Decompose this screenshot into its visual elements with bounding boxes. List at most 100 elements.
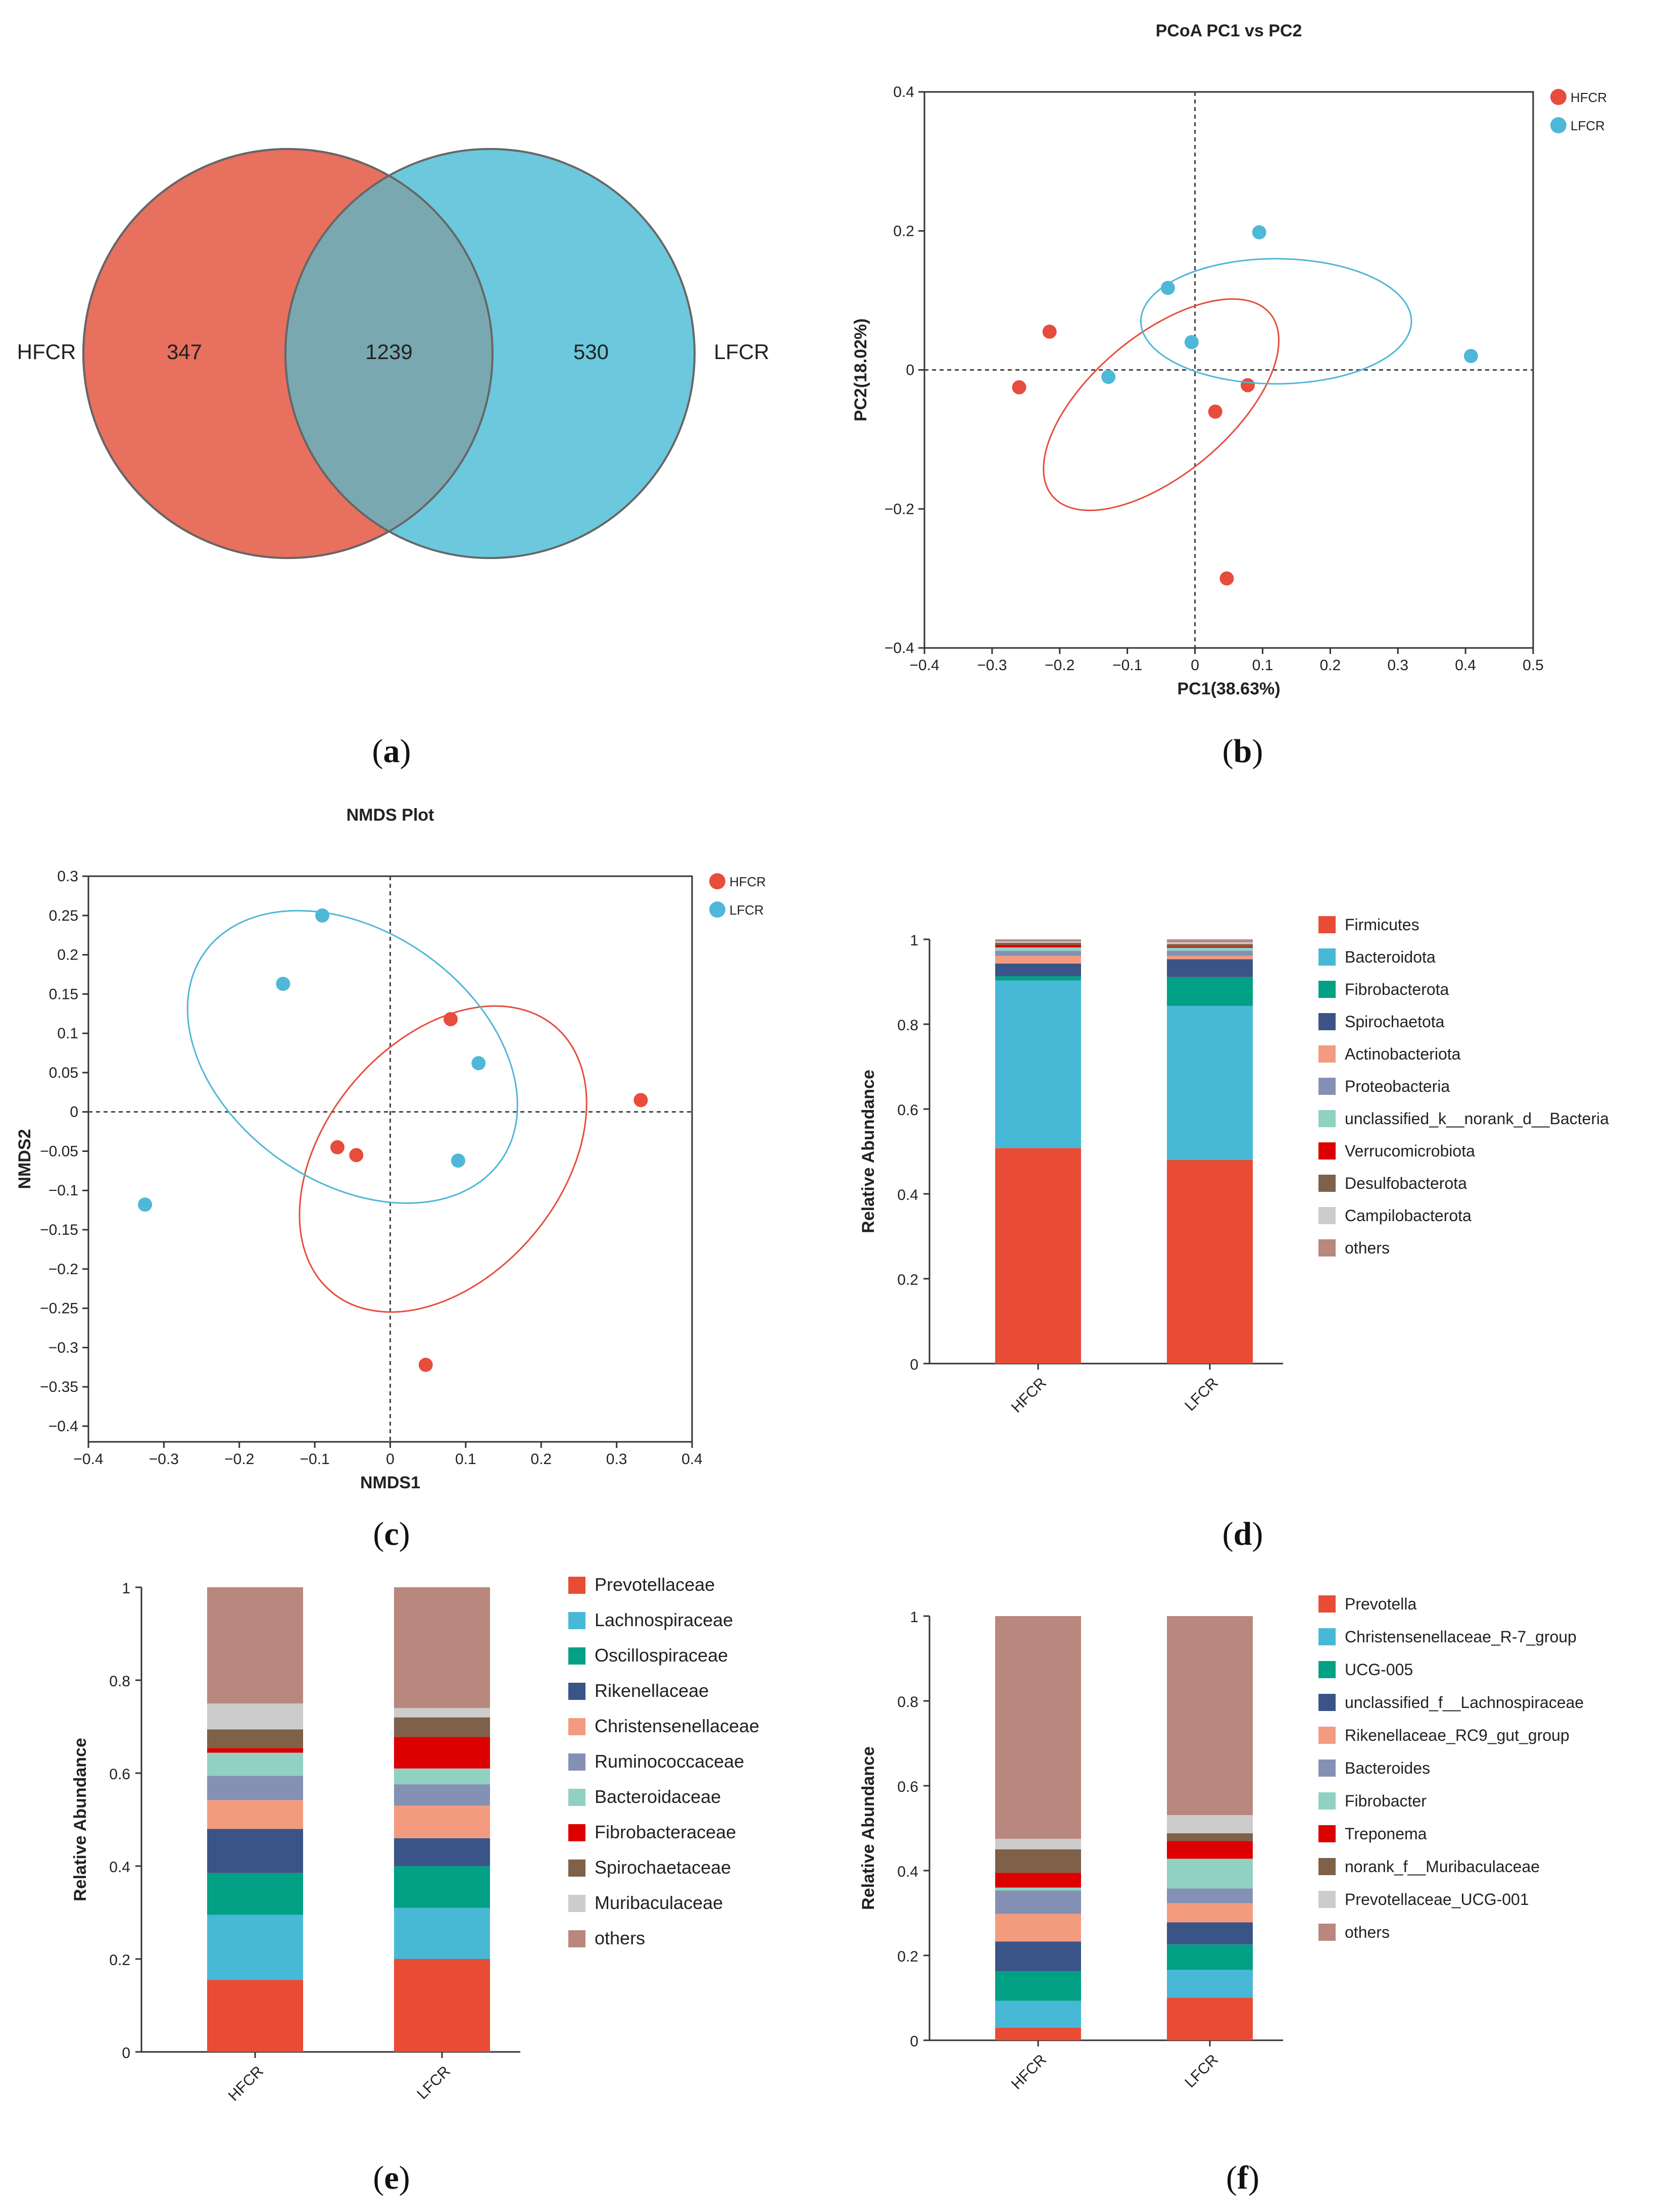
nmds-ellipse-lfcr [186, 910, 518, 1204]
nmds-y-tick-label: 0.25 [49, 908, 78, 924]
genus-y-tick-label: 0.6 [897, 1779, 918, 1795]
family-legend-label: Fibrobacteraceae [595, 1822, 736, 1842]
genus-y-tick-label: 0.4 [897, 1864, 918, 1880]
nmds-scatter-chart: −0.4 −0.3 −0.2 −0.1 0 0.1 0.2 0.3 0.4 −0.4 −0.35 −0… [15, 806, 766, 1492]
pcoa-y-tick-label: 0 [906, 362, 914, 379]
phylum-bar-segment-lfcr [1167, 939, 1253, 942]
genus-legend-swatch [1318, 1595, 1336, 1613]
genus-legend-label: Prevotellaceae_UCG-001 [1345, 1890, 1529, 1908]
phylum-bar-segment-lfcr [1167, 956, 1253, 960]
pcoa-x-tick-label: −0.2 [1045, 657, 1074, 674]
phylum-y-tick-label: 1 [910, 932, 918, 949]
family-bar-segment-lfcr [394, 1838, 490, 1866]
genus-y-tick-label: 0 [910, 2033, 918, 2050]
phylum-legend-swatch [1318, 1045, 1336, 1063]
panel-a-venn: 347 1239 530 HFCR LFCR [0, 0, 834, 758]
family-legend-label: others [595, 1928, 645, 1948]
nmds-legend-marker-lfcr [709, 901, 725, 918]
family-legend-swatch [568, 1930, 585, 1947]
phylum-bar-segment-lfcr [1167, 942, 1253, 944]
nmds-y-tick-label: −0.25 [40, 1300, 78, 1317]
family-bar-segment-lfcr [394, 1768, 490, 1785]
genus-y-axis-label: Relative Abundance [859, 1746, 878, 1910]
genus-legend-swatch [1318, 1825, 1336, 1842]
phylum-legend-label: Fibrobacterota [1345, 980, 1449, 998]
pcoa-point-lfcr [1184, 335, 1199, 349]
pcoa-y-tick-label: −0.4 [885, 640, 914, 657]
nmds-point-lfcr [451, 1153, 465, 1168]
nmds-y-tick-label: −0.4 [48, 1418, 78, 1435]
family-legend-swatch [568, 1577, 585, 1594]
genus-bar-segment-hfcr [995, 1914, 1081, 1942]
nmds-point-hfcr [349, 1148, 364, 1163]
genus-legend-label: unclassified_f__Lachnospiraceae [1345, 1693, 1584, 1712]
phylum-bar-segment-lfcr [1167, 977, 1253, 1006]
pcoa-x-tick-label: −0.1 [1112, 657, 1142, 674]
nmds-title: NMDS Plot [347, 806, 434, 825]
pcoa-x-tick-label: 0.3 [1387, 657, 1408, 674]
nmds-x-tick-label: 0.3 [606, 1451, 627, 1468]
phylum-legend-label: Firmicutes [1345, 916, 1419, 934]
nmds-y-tick-label: 0.1 [57, 1025, 78, 1042]
caption-d-letter: d [1233, 1516, 1252, 1552]
family-bar-segment-lfcr [394, 1737, 490, 1769]
phylum-bar-segment-hfcr [995, 963, 1081, 977]
family-legend-swatch [568, 1859, 585, 1877]
caption-b-letter: b [1233, 733, 1252, 770]
phylum-legend-label: Actinobacteriota [1345, 1045, 1461, 1063]
caption-d: (d) [1222, 1516, 1263, 1552]
family-legend-swatch [568, 1895, 585, 1912]
genus-legend-label: Christensenellaceae_R-7_group [1345, 1628, 1577, 1646]
phylum-bar-segment-hfcr [995, 950, 1081, 956]
phylum-bar-segment-hfcr [995, 1148, 1081, 1364]
phylum-legend-label: Bacteroidota [1345, 948, 1436, 966]
family-bar-segment-hfcr [207, 1752, 303, 1776]
pcoa-point-hfcr [1240, 378, 1255, 392]
family-legend-label: Rikenellaceae [595, 1680, 709, 1701]
phylum-stacked-bar-chart: 0 0.2 0.4 0.6 0.8 1 Relative Abundance HFCR LFCR… [859, 916, 1609, 1416]
phylum-bar-segment-hfcr [995, 939, 1081, 942]
genus-bar-segment-hfcr [995, 1887, 1081, 1891]
family-legend-label: Muribaculaceae [595, 1892, 723, 1913]
family-stacked-bar-chart: 0 0.2 0.4 0.6 0.8 1 Relative Abundance HFCR LFCR… [71, 1574, 759, 2104]
nmds-ellipse-hfcr [299, 1005, 587, 1313]
panel-b-pcoa: −0.4 −0.3 −0.2 −0.1 0 0.1 0.2 0.3 0.4 0.5 −0.4 −0.2… [834, 0, 1665, 758]
genus-legend-label: Rikenellaceae_RC9_gut_group [1345, 1726, 1570, 1744]
family-legend-label: Christensenellaceae [595, 1716, 759, 1736]
family-bar-segment-lfcr [394, 1587, 490, 1708]
nmds-point-lfcr [276, 977, 290, 991]
phylum-legend-swatch [1318, 981, 1336, 998]
family-y-axis-label: Relative Abundance [71, 1738, 90, 1901]
genus-legend-label: others [1345, 1923, 1390, 1941]
pcoa-x-axis-label: PC1(38.63%) [1177, 679, 1280, 698]
family-legend-label: Bacteroidaceae [595, 1786, 721, 1807]
caption-c-letter: c [384, 1516, 399, 1552]
venn-count-intersection: 1239 [365, 340, 412, 364]
family-legend-label: Oscillospiraceae [595, 1645, 728, 1666]
family-legend-swatch [568, 1789, 585, 1806]
phylum-bar-segment-hfcr [995, 980, 1081, 1148]
family-legend-label: Prevotellaceae [595, 1574, 715, 1595]
nmds-point-lfcr [138, 1197, 153, 1212]
caption-e: (e) [373, 2159, 410, 2196]
family-legend-swatch [568, 1612, 585, 1629]
phylum-bar-segment-hfcr [995, 944, 1081, 947]
genus-x-tick-label-hfcr: HFCR [1008, 2051, 1050, 2093]
pcoa-legend-label-lfcr: LFCR [1571, 118, 1605, 133]
phylum-bar-segment-hfcr [995, 976, 1081, 981]
pcoa-title: PCoA PC1 vs PC2 [1156, 21, 1302, 40]
phylum-y-tick-label: 0.2 [897, 1272, 918, 1288]
family-x-tick-label-hfcr: HFCR [225, 2063, 267, 2104]
family-bar-segment-hfcr [207, 1829, 303, 1873]
venn-outline-hfcr [82, 148, 494, 559]
phylum-legend-swatch [1318, 948, 1336, 966]
genus-bar-segment-lfcr [1167, 1922, 1253, 1945]
nmds-legend-marker-hfcr [709, 873, 725, 889]
genus-legend-label: Bacteroides [1345, 1759, 1430, 1777]
family-y-tick-label: 0.4 [109, 1859, 130, 1876]
nmds-x-tick-label: 0 [386, 1451, 395, 1468]
genus-legend-swatch [1318, 1792, 1336, 1809]
family-bar-segment-hfcr [207, 1980, 303, 2052]
phylum-legend-swatch [1318, 1175, 1336, 1192]
phylum-bar-segment-lfcr [1167, 1006, 1253, 1160]
